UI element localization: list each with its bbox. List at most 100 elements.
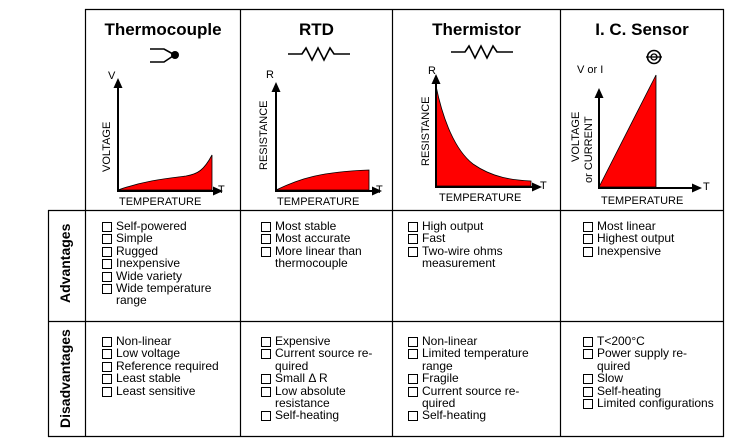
list-item: T<200°C: [583, 335, 721, 347]
list-item-text: Least sensitive: [116, 383, 196, 398]
thermocouple-x-label: TEMPERATURE: [119, 196, 202, 208]
resistor-symbol-icon: [288, 46, 350, 62]
ic-sensor-x-letter: T: [703, 181, 710, 193]
list-item-text: Non-linear: [116, 334, 172, 348]
list-item: Highest output: [583, 231, 721, 246]
rtd-x-label: TEMPERATURE: [277, 196, 360, 208]
list-item-text: Rugged: [116, 243, 159, 258]
checkbox-square-icon: [408, 386, 418, 397]
list-item-text: Low absolute: [275, 383, 346, 398]
list-item: Inexpensive: [102, 257, 238, 270]
list-item: Most stable: [261, 220, 391, 232]
ic-sensor-symbol-icon: [646, 49, 662, 65]
header-ic-sensor: I. C. Sensor: [595, 20, 689, 39]
list-item: Inexpensive: [583, 243, 721, 258]
checkbox-square-icon: [261, 246, 271, 257]
list-item-text: quired: [275, 358, 309, 373]
checkbox-square-icon: [102, 246, 112, 257]
row-label-disadvantages: Disadvantages: [57, 329, 73, 428]
list-item-text: range: [116, 293, 147, 308]
thermistor-symbol-icon: [451, 44, 513, 60]
checkbox-square-icon: [408, 411, 418, 422]
list-item: Power supply re-quired: [583, 347, 721, 372]
checkbox-square-icon: [408, 349, 418, 360]
thermocouple-x-letter: T: [218, 184, 225, 196]
list-item-text: Most stable: [275, 219, 337, 233]
thermistor-curve: [435, 85, 532, 187]
list-item: Most accurate: [261, 231, 391, 246]
checkbox-square-icon: [261, 222, 271, 232]
thermocouple-y-letter: V: [108, 70, 116, 82]
list-item-text: Inexpensive: [597, 243, 662, 258]
list-item: Limited temperature range: [408, 347, 558, 372]
list-item-text: Reference required: [116, 358, 219, 373]
list-item: More linear than thermocouple: [261, 244, 391, 270]
list-item: Least sensitive: [102, 383, 238, 398]
list-item: Wide temperature range: [102, 282, 238, 307]
list-item-text: Wide variety: [116, 268, 183, 283]
list-item-text: T<200°C: [597, 334, 645, 348]
checkbox-square-icon: [102, 222, 112, 232]
checkbox-square-icon: [583, 222, 593, 232]
list-item: Slow: [583, 371, 721, 386]
list-item: Simple: [102, 231, 238, 246]
list-item-text: Limited configurations: [597, 396, 714, 411]
thermistor-graph: [431, 74, 542, 192]
checkbox-square-icon: [261, 386, 271, 397]
checkbox-square-icon: [408, 374, 418, 385]
list-item: Reference required: [102, 358, 238, 373]
list-item-text: Small Δ R: [275, 371, 328, 386]
thermistor-disadvantages: Non-linear Limited temperature range Fragil…: [408, 335, 558, 422]
checkbox-square-icon: [408, 246, 418, 257]
list-item-text: Current source re-: [422, 383, 520, 398]
rtd-x-letter: T: [376, 184, 383, 196]
list-item-text: Most accurate: [275, 231, 351, 246]
checkbox-square-icon: [408, 337, 418, 347]
checkbox-square-icon: [102, 349, 112, 360]
ic-sensor-graph: [594, 74, 702, 193]
list-item: Self-heating: [583, 383, 721, 398]
ic-sensor-curve: [598, 74, 657, 188]
list-item: Fragile: [408, 372, 558, 385]
thermistor-y-label: RESISTANCE: [420, 96, 432, 166]
checkbox-square-icon: [408, 234, 418, 245]
list-item-text: Self-heating: [597, 383, 662, 398]
thermocouple-symbol-icon: [150, 48, 179, 63]
checkbox-square-icon: [583, 349, 593, 360]
list-item: Rugged: [102, 243, 238, 258]
list-item-text: range: [422, 358, 453, 373]
header-rtd: RTD: [299, 20, 334, 39]
list-item: Most linear: [583, 220, 721, 232]
checkbox-square-icon: [102, 271, 112, 282]
thermocouple-y-label: VOLTAGE: [101, 121, 113, 172]
list-item-text: Two-wire ohms: [422, 243, 503, 258]
list-item-text: Slow: [597, 371, 624, 386]
list-item-text: Limited temperature: [422, 346, 529, 361]
rtd-graph: [271, 82, 382, 196]
ic-sensor-y-label-line2: or CURRENT: [583, 116, 595, 183]
thermocouple-advantages: Self-powered Simple Rugged Inexpensive Wide …: [102, 220, 238, 307]
thermocouple-graph: [113, 78, 223, 196]
list-item-text: Highest output: [597, 231, 675, 246]
list-item-text: Non-linear: [422, 334, 478, 348]
list-item-text: High output: [422, 219, 484, 233]
list-item: Non-linear: [408, 335, 558, 347]
checkbox-square-icon: [261, 349, 271, 360]
checkbox-square-icon: [408, 222, 418, 232]
list-item: Two-wire ohms measurement: [408, 243, 558, 270]
checkbox-square-icon: [261, 234, 271, 245]
list-item-text: Simple: [116, 231, 153, 246]
checkbox-square-icon: [102, 259, 112, 270]
rtd-curve: [275, 169, 370, 191]
checkbox-square-icon: [261, 374, 271, 385]
list-item: Self-powered: [102, 220, 238, 232]
row-label-advantages: Advantages: [57, 223, 73, 303]
thermocouple-curve: [117, 154, 213, 191]
checkbox-square-icon: [102, 386, 112, 397]
checkbox-square-icon: [583, 386, 593, 397]
list-item: Self-heating: [261, 409, 391, 422]
list-item-text: Most linear: [597, 219, 656, 233]
rtd-disadvantages: Expensive Current source re-quired Small Δ…: [261, 335, 391, 422]
thermocouple-disadvantages: Non-linear Low voltage Reference required L…: [102, 335, 238, 397]
